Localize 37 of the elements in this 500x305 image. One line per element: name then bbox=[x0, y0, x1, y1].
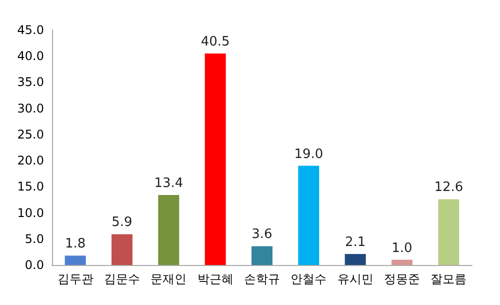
x-tick-label: 박근혜 bbox=[197, 272, 234, 286]
bar bbox=[298, 166, 320, 265]
bar bbox=[392, 260, 412, 265]
data-label: 3.6 bbox=[252, 227, 272, 242]
y-tick-label: 45.0 bbox=[17, 23, 44, 37]
data-label: 13.4 bbox=[154, 176, 184, 192]
data-label: 1.8 bbox=[64, 236, 86, 252]
bar bbox=[112, 234, 132, 265]
y-tick-label: 30.0 bbox=[17, 101, 44, 116]
x-tick-label: 김문수 bbox=[104, 272, 140, 286]
x-tick-label: 잘모름 bbox=[430, 272, 467, 286]
y-tick-label: 40.0 bbox=[17, 49, 44, 64]
y-tick-label: 15.0 bbox=[17, 180, 44, 194]
data-label: 40.5 bbox=[200, 34, 230, 50]
bar bbox=[64, 256, 86, 265]
bar bbox=[252, 246, 272, 265]
data-label: 2.1 bbox=[344, 235, 366, 250]
x-tick-label: 김두관 bbox=[57, 272, 94, 286]
y-tick-label: 25.0 bbox=[17, 127, 44, 142]
y-tick-label: 10.0 bbox=[17, 206, 44, 220]
y-tick-label: 0.0 bbox=[24, 258, 44, 272]
x-tick-label: 유시민 bbox=[337, 272, 374, 286]
bar bbox=[344, 254, 366, 265]
y-tick-label: 5.0 bbox=[24, 232, 44, 246]
x-tick-label: 문재인 bbox=[150, 272, 187, 286]
x-tick-label: 안철수 bbox=[290, 272, 327, 286]
data-label: 5.9 bbox=[112, 215, 132, 230]
data-label: 19.0 bbox=[294, 146, 324, 162]
data-label: 12.6 bbox=[434, 180, 464, 196]
y-tick-label: 20.0 bbox=[17, 154, 44, 168]
x-tick-label: 정몽준 bbox=[384, 272, 420, 286]
bar bbox=[438, 199, 460, 265]
y-tick-label: 35.0 bbox=[17, 75, 44, 90]
data-label: 1.0 bbox=[392, 240, 412, 256]
bar bbox=[158, 195, 180, 265]
bar bbox=[204, 54, 226, 265]
x-tick-label: 손학규 bbox=[244, 272, 280, 286]
